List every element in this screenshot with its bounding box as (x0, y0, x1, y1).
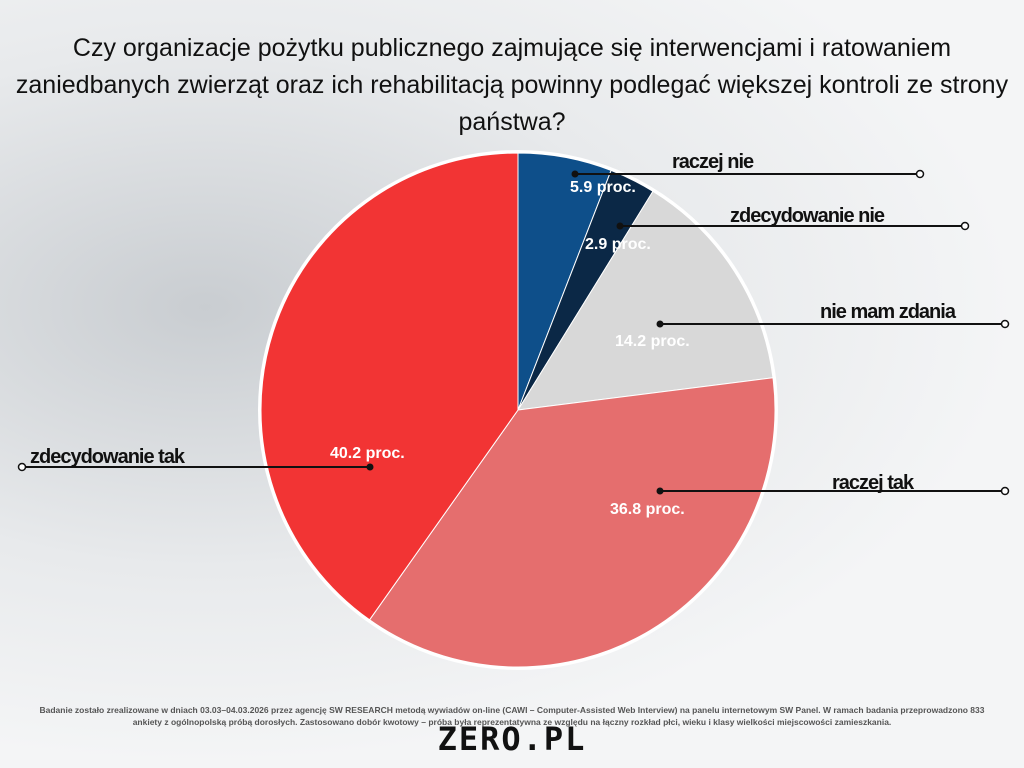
category-label: raczej tak (832, 472, 915, 494)
zero-pl-logo: ZERO.PL (437, 720, 587, 758)
category-label: zdecydowanie tak (30, 446, 186, 468)
leader-end (1000, 319, 1010, 329)
value-label: 36.8 proc. (610, 501, 685, 518)
leader-end (915, 169, 925, 179)
leader-dot (616, 222, 624, 230)
pie-slice (260, 152, 519, 621)
pie-slice (517, 190, 774, 411)
value-label: 5.9 proc. (570, 179, 636, 196)
leader-end (1000, 486, 1010, 496)
leader-end (17, 462, 27, 472)
category-label: zdecydowanie nie (730, 205, 885, 227)
leader-dot (656, 487, 664, 495)
leader-dot (656, 320, 664, 328)
leader-dot (366, 463, 374, 471)
category-label: nie mam zdania (820, 301, 957, 323)
value-label: 2.9 proc. (585, 236, 651, 253)
methodology-note: Badanie zostało zrealizowane w dniach 03… (39, 705, 985, 727)
leader-dot (571, 170, 579, 178)
pie-slice (368, 377, 776, 668)
leader-end (960, 221, 970, 231)
category-label: raczej nie (672, 151, 754, 173)
chart-title: Czy organizacje pożytku publicznego zajm… (15, 34, 1009, 136)
value-label: 40.2 proc. (330, 445, 405, 462)
value-label: 14.2 proc. (615, 333, 690, 350)
